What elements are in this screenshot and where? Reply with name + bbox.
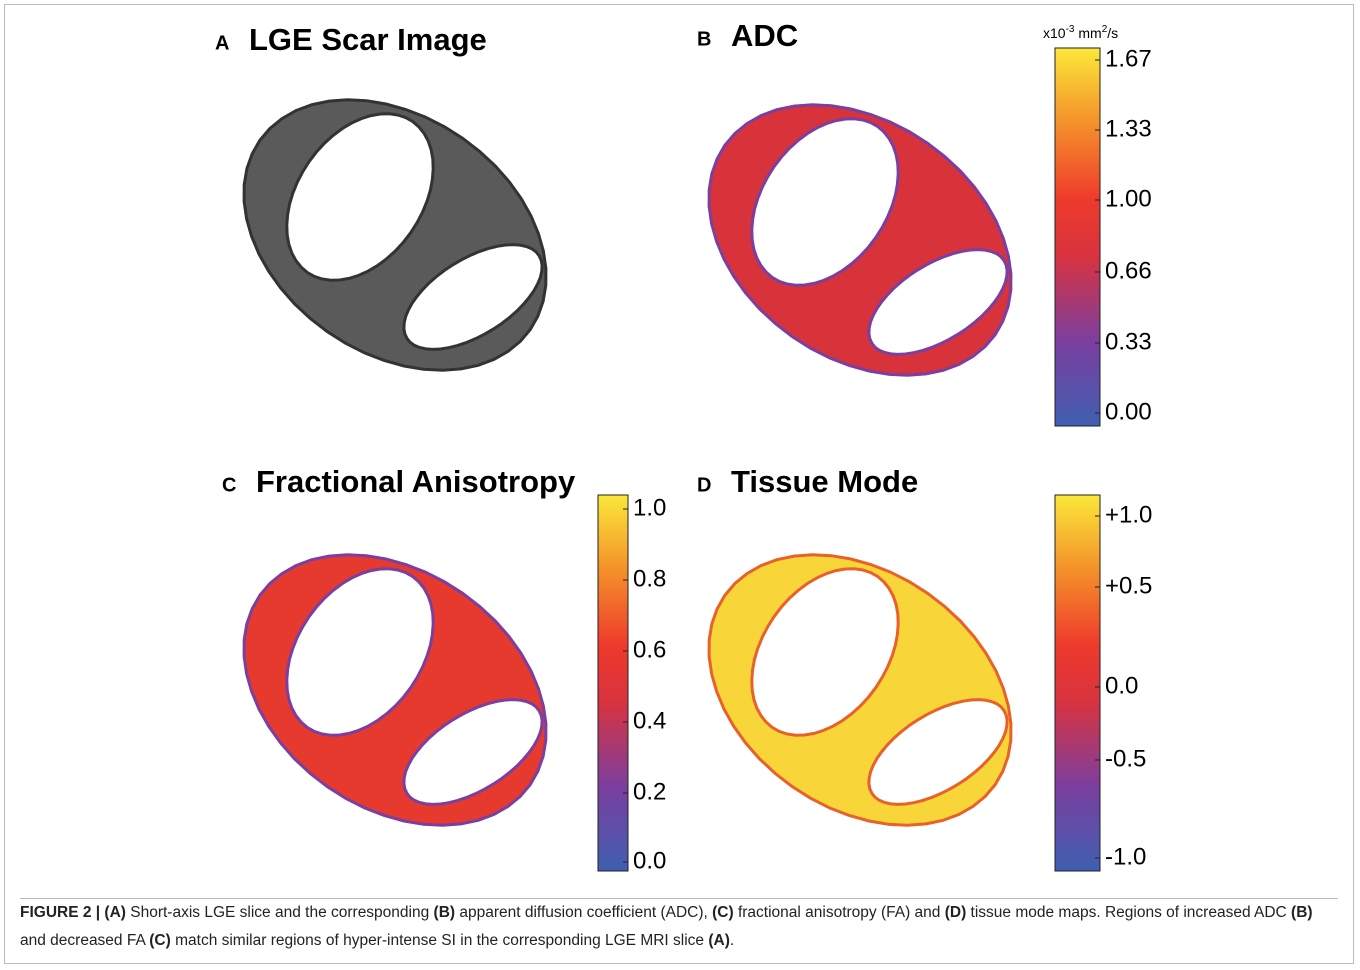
colorbar-tick-label: 1.33	[1105, 115, 1152, 142]
colorbar-tick-label: 1.67	[1105, 45, 1152, 72]
caption-segment: (C)	[149, 932, 171, 949]
panel-letter: B	[697, 28, 711, 50]
panel-letter: D	[697, 474, 711, 496]
panel-letter: A	[215, 32, 229, 54]
colorbar-tick-label: 0.33	[1105, 328, 1152, 355]
colorbar-tick-label: 0.00	[1105, 398, 1152, 425]
caption-segment: and decreased FA	[20, 932, 149, 949]
heart-map	[709, 555, 1011, 826]
colorbar-tick-label: 0.0	[1105, 672, 1138, 699]
caption-segment: (A)	[708, 932, 730, 949]
panel-title: ADC	[731, 18, 798, 53]
figure: A LGE Scar Image B ADC 1.67 1.33 1.00 0.66 0.33 0…	[0, 0, 1360, 890]
colorbar-tick-label: 0.8	[633, 565, 666, 592]
heart-map	[244, 555, 546, 826]
caption-segment: FIGURE 2 | (A)	[20, 904, 126, 921]
colorbar-tick-label: -0.5	[1105, 745, 1146, 772]
caption-segment: .	[730, 932, 734, 949]
colorbar-tick-label: 1.00	[1105, 185, 1152, 212]
caption-segment: fractional anisotropy (FA) and	[734, 904, 945, 921]
colorbar-unit: x10-3 mm2/s	[1043, 24, 1118, 41]
colorbar-tick-label: 1.0	[633, 494, 666, 521]
panel-title: Fractional Anisotropy	[256, 464, 576, 499]
colorbar-tick-label: 0.2	[633, 778, 666, 805]
colorbar-tick-label: -1.0	[1105, 843, 1146, 870]
colorbar-tick-label: 0.0	[633, 847, 666, 874]
unit-part: /s	[1107, 25, 1118, 41]
caption: FIGURE 2 | (A) Short-axis LGE slice and …	[20, 898, 1338, 955]
caption-segment: apparent diffusion coefficient (ADC),	[455, 904, 712, 921]
unit-part: mm	[1074, 25, 1101, 41]
heart-map	[244, 100, 546, 371]
colorbar	[1055, 48, 1100, 426]
caption-segment: (B)	[434, 904, 456, 921]
caption-segment: tissue mode maps. Regions of increased A…	[966, 904, 1291, 921]
panel-letter: C	[222, 474, 236, 496]
heart-map	[709, 105, 1011, 376]
caption-segment: (B)	[1291, 904, 1313, 921]
colorbar-tick-label: +1.0	[1105, 501, 1152, 528]
panel-title: LGE Scar Image	[249, 22, 487, 57]
colorbar-tick-label: 0.4	[633, 707, 666, 734]
colorbar	[1055, 495, 1100, 871]
colorbar-tick-label: +0.5	[1105, 572, 1152, 599]
caption-segment: (C)	[712, 904, 734, 921]
caption-segment: (D)	[945, 904, 967, 921]
colorbar	[598, 495, 628, 871]
colorbar-tick-label: 0.6	[633, 636, 666, 663]
panel-title: Tissue Mode	[731, 464, 918, 499]
caption-segment: Short-axis LGE slice and the correspondi…	[126, 904, 434, 921]
colorbar-tick-label: 0.66	[1105, 257, 1152, 284]
caption-segment: match similar regions of hyper-intense S…	[171, 932, 709, 949]
unit-part: x10	[1043, 25, 1066, 41]
